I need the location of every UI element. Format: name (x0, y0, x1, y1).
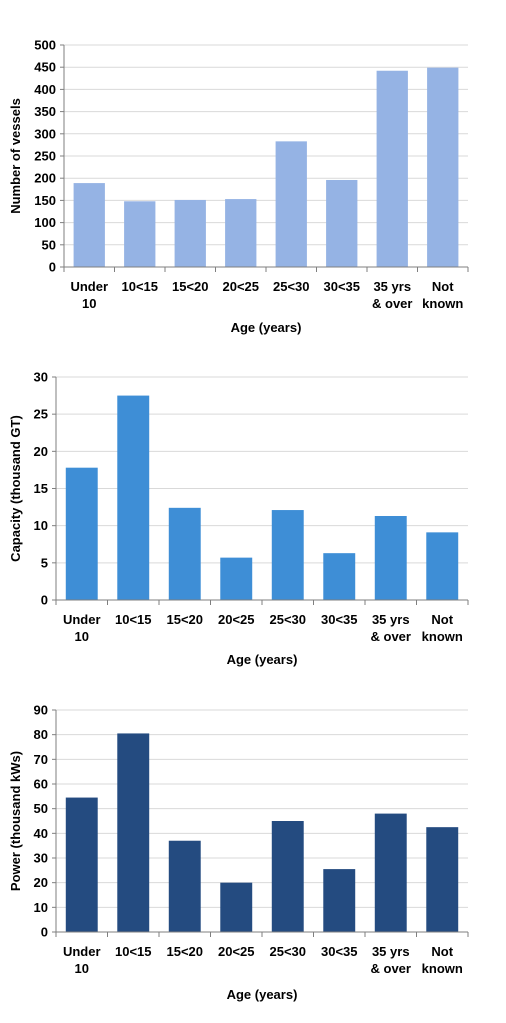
vessels-bar (376, 70, 408, 267)
capacity-x-category-label: 15<20 (166, 612, 203, 627)
capacity-bar (374, 516, 407, 600)
vessels-bar (73, 183, 105, 267)
vessels-x-axis-title: Age (years) (231, 320, 302, 335)
power-x-category-label: 35 yrs (372, 944, 410, 959)
power-y-tick-label: 50 (34, 801, 48, 816)
power-x-category-label: 10 (75, 961, 89, 976)
capacity-y-tick-label: 15 (34, 481, 48, 496)
power-y-tick-label: 70 (34, 752, 48, 767)
capacity-y-tick-label: 25 (34, 407, 48, 422)
power-y-axis-title: Power (thousand kWs) (8, 751, 23, 891)
power-y-tick-label: 90 (34, 703, 48, 718)
capacity-x-category-label: 10<15 (115, 612, 152, 627)
vessels-y-tick-label: 350 (34, 104, 56, 119)
capacity-x-category-label: & over (371, 629, 411, 644)
vessels-x-category-label: 15<20 (172, 279, 209, 294)
vessels-x-category-label: 35 yrs (373, 279, 411, 294)
vessels-bar (275, 141, 307, 267)
vessels-y-tick-label: 400 (34, 82, 56, 97)
power-x-category-label: 15<20 (166, 944, 203, 959)
power-x-category-label: 20<25 (218, 944, 255, 959)
power-x-category-label: Under (63, 944, 101, 959)
power-y-tick-label: 20 (34, 875, 48, 890)
vessels-x-category-label: 10<15 (121, 279, 158, 294)
vessels-x-category-label: 30<35 (323, 279, 360, 294)
power-x-category-label: & over (371, 961, 411, 976)
power-bar (374, 813, 407, 932)
capacity-chart: 0 5 10 15 20 25 30 Under 10 10<15 15<20 20<25 25<30 3… (8, 370, 469, 667)
capacity-x-category-label: 35 yrs (372, 612, 410, 627)
power-y-tick-label: 10 (34, 900, 48, 915)
power-x-category-label: Not (431, 944, 453, 959)
vessels-chart: 0 50 100 150 200 250 300 350 400 450 500 Under 10 10<… (8, 38, 469, 335)
vessels-y-tick-label: 500 (34, 38, 56, 53)
power-bar (220, 882, 253, 932)
vessels-bar (427, 67, 459, 267)
capacity-y-tick-label: 30 (34, 370, 48, 385)
capacity-bar (426, 532, 459, 600)
vessels-bar (124, 201, 156, 267)
capacity-x-category-label: 10 (75, 629, 89, 644)
capacity-x-category-label: Under (63, 612, 101, 627)
capacity-x-category-label: known (422, 629, 463, 644)
vessels-x-category-label: 10 (82, 296, 96, 311)
power-y-tick-label: 0 (41, 925, 48, 940)
vessels-y-tick-label: 200 (34, 171, 56, 186)
vessels-y-axis-title: Number of vessels (8, 98, 23, 214)
power-bar (426, 827, 459, 932)
power-bar (271, 821, 304, 932)
power-y-tick-label: 40 (34, 826, 48, 841)
vessels-y-tick-label: 100 (34, 215, 56, 230)
power-x-category-label: 10<15 (115, 944, 152, 959)
capacity-y-tick-label: 0 (41, 593, 48, 608)
capacity-y-tick-label: 20 (34, 444, 48, 459)
vessels-x-category-label: 25<30 (273, 279, 310, 294)
power-bar (65, 797, 98, 932)
power-y-tick-label: 30 (34, 851, 48, 866)
vessels-x-category-label: 20<25 (222, 279, 259, 294)
vessels-x-category-label: Not (432, 279, 454, 294)
capacity-bar (117, 395, 150, 600)
power-x-axis-title: Age (years) (227, 987, 298, 1002)
vessels-x-category-label: known (422, 296, 463, 311)
capacity-bar (65, 467, 98, 600)
vessels-y-tick-label: 450 (34, 60, 56, 75)
vessels-bar (225, 199, 257, 267)
vessels-y-tick-label: 250 (34, 149, 56, 164)
capacity-bar (323, 553, 356, 600)
capacity-y-tick-label: 5 (41, 555, 48, 570)
vessels-bar (174, 199, 206, 267)
power-chart: 0 10 20 30 40 50 60 70 80 90 Under 10 10<15 15<20 20<2… (8, 703, 469, 1002)
capacity-x-category-label: 30<35 (321, 612, 358, 627)
vessels-x-category-label: & over (372, 296, 412, 311)
capacity-x-axis-title: Age (years) (227, 652, 298, 667)
power-bar (323, 869, 356, 932)
vessels-x-category-label: Under (70, 279, 108, 294)
vessels-y-tick-label: 0 (49, 260, 56, 275)
capacity-x-category-label: Not (431, 612, 453, 627)
vessels-y-tick-label: 300 (34, 126, 56, 141)
power-bar (117, 733, 150, 932)
capacity-y-axis-title: Capacity (thousand GT) (8, 415, 23, 562)
capacity-x-category-label: 25<30 (269, 612, 306, 627)
vessels-y-tick-label: 150 (34, 193, 56, 208)
power-y-tick-label: 60 (34, 777, 48, 792)
capacity-bar (220, 557, 253, 600)
power-x-category-label: known (422, 961, 463, 976)
power-bar (168, 840, 201, 932)
capacity-bar (168, 507, 201, 600)
capacity-bar (271, 510, 304, 600)
vessels-y-tick-label: 50 (42, 237, 56, 252)
power-x-category-label: 25<30 (269, 944, 306, 959)
power-x-category-label: 30<35 (321, 944, 358, 959)
capacity-x-category-label: 20<25 (218, 612, 255, 627)
power-y-tick-label: 80 (34, 727, 48, 742)
vessels-bar (326, 179, 358, 267)
capacity-y-tick-label: 10 (34, 518, 48, 533)
